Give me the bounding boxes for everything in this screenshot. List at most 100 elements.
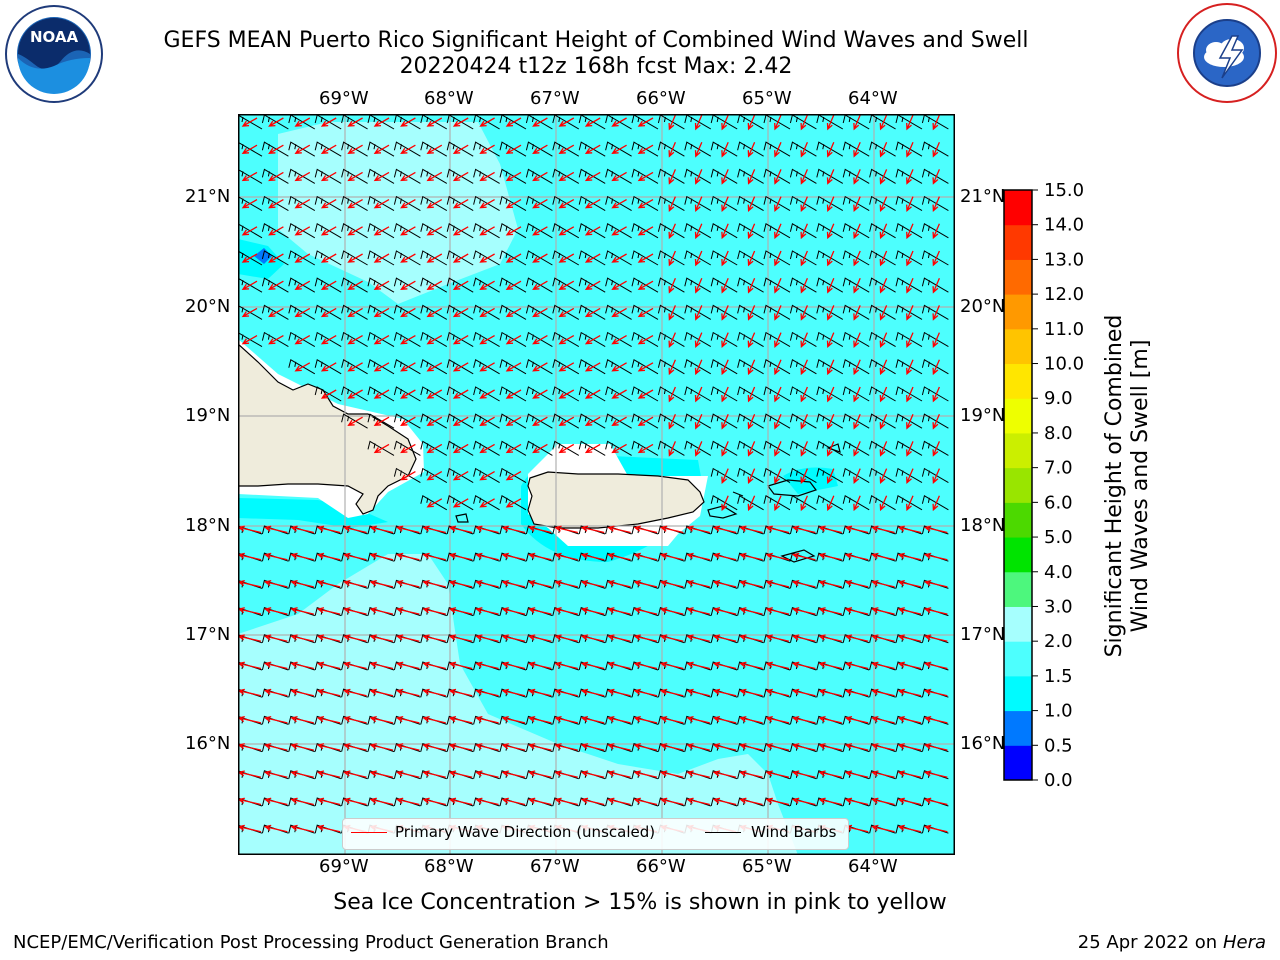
wave-direction-arrow: [554, 661, 578, 670]
wave-direction-arrow: [800, 359, 808, 376]
wind-barb: [763, 413, 791, 429]
wind-barb: [393, 413, 421, 429]
wave-direction-arrow: [505, 117, 522, 127]
wave-direction-arrow: [747, 468, 756, 484]
wind-barb: [842, 250, 870, 266]
wave-direction-arrow: [659, 552, 684, 561]
wind-barb: [684, 168, 712, 184]
wave-direction-arrow: [871, 688, 895, 697]
wave-direction-arrow: [818, 607, 842, 615]
wind-barb: [525, 195, 553, 212]
wind-barb: [238, 114, 263, 130]
wind-barb: [895, 467, 923, 484]
wave-direction-arrow: [826, 468, 835, 484]
wave-direction-arrow: [241, 226, 258, 236]
colorbar-tick-label: 3.0: [1044, 596, 1073, 617]
wind-barb: [446, 331, 474, 348]
wave-direction-arrow: [290, 607, 314, 615]
wind-barb: [473, 277, 500, 293]
wave-direction-arrow: [879, 441, 888, 457]
wind-barb: [869, 413, 896, 429]
wind-barb: [578, 223, 606, 239]
wind-barb: [446, 495, 474, 511]
wave-direction-arrow: [580, 634, 605, 642]
wave-direction-arrow: [712, 661, 737, 670]
wave-direction-arrow: [263, 661, 288, 670]
wind-barb: [473, 168, 500, 184]
wind-barb: [684, 440, 712, 456]
wave-direction-arrow: [871, 579, 895, 588]
wave-direction-arrow: [668, 441, 676, 457]
wave-direction-arrow: [558, 416, 575, 426]
wind-barb: [499, 386, 527, 402]
wave-direction-arrow: [532, 253, 548, 263]
wave-direction-arrow: [448, 661, 473, 670]
wave-direction-arrow: [263, 634, 288, 642]
wind-barb: [420, 277, 448, 293]
wind-barb: [552, 277, 580, 293]
wave-direction-arrow: [400, 416, 416, 426]
wave-direction-arrow: [369, 607, 394, 615]
wave-direction-arrow: [853, 196, 861, 212]
wind-barb: [737, 277, 764, 293]
noaa-logo: NOAA: [5, 5, 103, 103]
lat-label-right: 18°N: [960, 515, 1006, 536]
wave-direction-arrow: [452, 280, 469, 290]
wave-direction-arrow: [607, 743, 631, 751]
wind-barb: [393, 223, 421, 239]
wind-barb: [763, 386, 791, 402]
wave-direction-arrow: [853, 250, 861, 267]
wind-barb: [420, 413, 448, 429]
wave-direction-arrow: [347, 253, 363, 263]
wind-barb: [261, 331, 289, 348]
wave-direction-arrow: [871, 661, 895, 670]
wave-direction-arrow: [316, 579, 341, 588]
wind-barb: [499, 331, 527, 348]
lat-label-right: 19°N: [960, 405, 1006, 426]
wave-direction-arrow: [633, 661, 658, 670]
wind-barb: [869, 223, 896, 239]
wave-direction-arrow: [694, 169, 703, 185]
wave-direction-arrow: [853, 359, 861, 376]
chart-subtitle: 20220424 t12z 168h fcst Max: 2.42: [399, 54, 793, 79]
lon-label-bottom: 69°W: [319, 856, 369, 877]
wave-direction-arrow: [422, 743, 446, 751]
wave-direction-arrow: [290, 661, 314, 670]
wave-direction-arrow: [316, 661, 341, 670]
wind-barb: [684, 250, 712, 266]
colorbar-segment: [1004, 398, 1032, 434]
wind-barb: [393, 141, 421, 157]
wind-barb: [552, 440, 580, 456]
wave-direction-arrow: [505, 226, 522, 236]
wave-direction-arrow: [343, 715, 367, 724]
wind-barb: [420, 304, 448, 320]
wave-direction-arrow: [501, 715, 526, 724]
wave-direction-arrow: [479, 471, 495, 481]
wind-barb: [842, 495, 870, 511]
wind-barb: [789, 386, 817, 402]
wave-direction-arrow: [871, 552, 895, 561]
wind-barb: [895, 413, 923, 429]
wind-barb: [367, 304, 395, 320]
wave-direction-arrow: [479, 226, 495, 236]
wave-direction-arrow: [611, 280, 627, 290]
wave-direction-arrow: [932, 359, 940, 376]
wave-direction-arrow: [400, 443, 416, 454]
wind-barb: [446, 304, 474, 320]
wind-barb: [446, 277, 474, 293]
wave-direction-arrow: [906, 305, 914, 321]
wave-direction-arrow: [422, 552, 446, 561]
wave-direction-arrow: [532, 144, 548, 154]
wave-direction-arrow: [637, 226, 654, 236]
wave-direction-arrow: [765, 634, 790, 642]
wind-barb: [869, 277, 896, 293]
wind-barb: [446, 386, 474, 402]
wave-direction-arrow: [320, 335, 337, 345]
wind-barb: [816, 386, 844, 402]
wave-direction-arrow: [320, 389, 337, 399]
wave-direction-arrow: [906, 359, 914, 376]
legend-wave-label: Primary Wave Direction (unscaled): [395, 823, 656, 841]
wind-barb: [261, 168, 289, 184]
wave-direction-arrow: [818, 743, 842, 751]
wave-direction-arrow: [800, 413, 808, 430]
